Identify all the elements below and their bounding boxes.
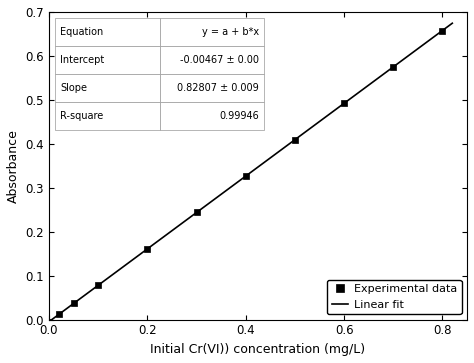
Y-axis label: Absorbance: Absorbance [7,129,20,203]
Point [438,28,446,33]
Point [55,311,63,317]
Point [144,246,151,252]
Point [340,101,348,106]
Legend: Experimental data, Linear fit: Experimental data, Linear fit [327,280,462,314]
Point [193,209,201,215]
Point [45,319,53,325]
Point [390,64,397,70]
Point [242,173,249,179]
Point [94,282,102,288]
X-axis label: Initial Cr(VI)) concentration (mg/L): Initial Cr(VI)) concentration (mg/L) [150,343,365,356]
Point [70,301,77,306]
Point [291,137,299,143]
